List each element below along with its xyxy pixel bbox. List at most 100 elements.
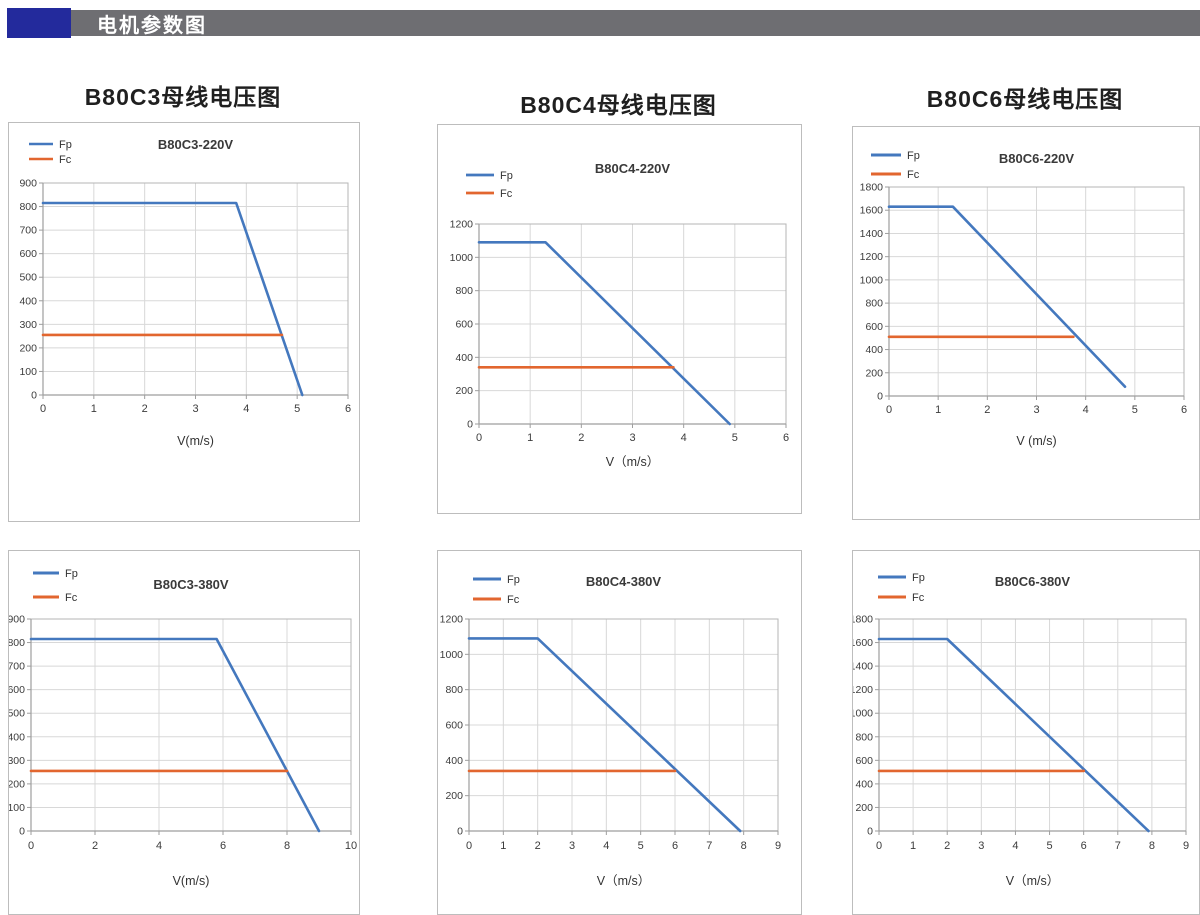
x-tick-label: 8	[1149, 840, 1155, 852]
x-axis-label: V(m/s)	[173, 874, 210, 888]
y-tick-label: 100	[19, 366, 37, 378]
x-tick-label: 4	[243, 403, 249, 415]
legend-label-fp: Fp	[59, 139, 72, 151]
y-tick-label: 400	[445, 755, 463, 767]
y-tick-label: 800	[9, 637, 25, 649]
header-accent-block	[7, 8, 71, 38]
y-tick-label: 1800	[860, 182, 884, 194]
y-tick-label: 900	[19, 178, 37, 190]
fp-series-line	[887, 205, 1127, 389]
y-tick-label: 1800	[853, 614, 873, 626]
legend-label-fc: Fc	[907, 169, 920, 181]
x-axis-label: V (m/s)	[1016, 434, 1056, 448]
x-tick-label: 3	[629, 432, 635, 444]
x-tick-label: 5	[732, 432, 738, 444]
x-tick-label: 3	[569, 840, 575, 852]
y-tick-label: 700	[19, 225, 37, 237]
x-tick-label: 6	[220, 840, 226, 852]
x-tick-label: 4	[603, 840, 609, 852]
y-tick-label: 1000	[450, 252, 474, 264]
x-tick-label: 6	[345, 403, 351, 415]
x-axis-label: V(m/s)	[177, 434, 214, 448]
tick-marks	[875, 618, 1187, 835]
tick-marks	[475, 223, 787, 428]
y-tick-labels: 0 200 400 600 800 1000 1200 1400 1600 1800	[850, 614, 874, 838]
y-tick-label: 0	[467, 419, 473, 431]
legend-label-fc: Fc	[500, 188, 513, 200]
y-tick-label: 500	[19, 272, 37, 284]
y-tick-labels: 0 100 200 300 400 500 600 700 800 900	[19, 178, 37, 402]
x-tick-label: 0	[40, 403, 46, 415]
y-tick-label: 1000	[853, 708, 873, 720]
y-tick-label: 200	[9, 778, 25, 790]
y-tick-label: 300	[9, 755, 25, 767]
y-tick-label: 1200	[853, 684, 873, 696]
x-tick-label: 6	[783, 432, 789, 444]
chart-title: B80C4-220V	[595, 161, 670, 176]
x-tick-label: 1	[91, 403, 97, 415]
legend-label-fp: Fp	[907, 150, 920, 162]
y-tick-label: 1200	[860, 251, 884, 263]
x-tick-label: 4	[681, 432, 687, 444]
y-tick-label: 200	[445, 790, 463, 802]
legend-label-fp: Fp	[65, 568, 78, 580]
y-tick-label: 600	[855, 755, 873, 767]
y-tick-label: 1200	[440, 614, 464, 626]
chart-canvas: 0 200 400 600 800 1000 1200 0 1 2 3 4 5 6 Fp Fc B80C4-22…	[450, 161, 789, 469]
legend: Fp Fc	[871, 150, 920, 181]
y-tick-label: 300	[19, 319, 37, 331]
x-tick-label: 5	[294, 403, 300, 415]
x-tick-label: 2	[984, 404, 990, 416]
x-tick-labels: 0 1 2 3 4 5 6 7 8 9	[876, 840, 1189, 852]
fp-series-line	[41, 201, 304, 397]
legend: Fp Fc	[466, 170, 513, 200]
tick-marks	[465, 618, 779, 835]
y-tick-label: 800	[865, 298, 883, 310]
legend: Fp Fc	[878, 572, 925, 604]
y-tick-label: 800	[445, 684, 463, 696]
fp-series-line	[877, 637, 1150, 833]
x-axis-label: V（m/s）	[606, 455, 659, 469]
chart-title: B80C3-380V	[153, 577, 228, 592]
x-tick-label: 3	[1033, 404, 1039, 416]
chart-canvas: 0 200 400 600 800 1000 1200 1400 1600 1800 0 1 2 3 4 5 6…	[860, 150, 1187, 448]
x-tick-labels: 0 1 2 3 4 5 6 7 8 9	[466, 840, 781, 852]
chart-title: B80C4-380V	[586, 574, 661, 589]
x-tick-label: 3	[192, 403, 198, 415]
legend-label-fp: Fp	[507, 574, 520, 586]
x-tick-label: 3	[978, 840, 984, 852]
y-tick-label: 400	[855, 778, 873, 790]
gridlines	[888, 186, 1185, 397]
chart-canvas: 0 200 400 600 800 1000 1200 0 1 2 3 4 5 6 7 8 9 Fp Fc B80C4…	[440, 574, 781, 888]
x-tick-label: 2	[92, 840, 98, 852]
y-tick-label: 0	[867, 826, 873, 838]
gridlines	[42, 182, 349, 396]
gridlines	[478, 223, 787, 425]
plot-border	[878, 618, 1187, 832]
x-tick-label: 1	[910, 840, 916, 852]
chart-panel: 0 200 400 600 800 1000 1200 0 1 2 3 4 5 6 7 8 9 Fp Fc B80C4…	[437, 550, 802, 915]
y-tick-labels: 0 200 400 600 800 1000 1200	[440, 614, 464, 838]
axes	[878, 619, 1186, 832]
chart-panel: 0 200 400 600 800 1000 1200 1400 1600 1800 0 1 2 3 4 5 6…	[852, 126, 1200, 520]
legend: Fp Fc	[33, 568, 78, 604]
y-tick-label: 900	[9, 614, 25, 626]
gridlines	[468, 618, 779, 832]
y-tick-label: 500	[9, 708, 25, 720]
chart-title: B80C3-220V	[158, 137, 233, 152]
y-tick-labels: 0 200 400 600 800 1000 1200 1400 1600 1800	[860, 182, 884, 403]
y-tick-label: 1000	[440, 649, 464, 661]
y-tick-label: 600	[455, 319, 473, 331]
y-tick-label: 200	[865, 367, 883, 379]
y-tick-label: 700	[9, 661, 25, 673]
x-tick-label: 8	[741, 840, 747, 852]
x-tick-label: 0	[466, 840, 472, 852]
x-tick-label: 9	[775, 840, 781, 852]
x-tick-label: 5	[1046, 840, 1052, 852]
fp-series-line	[477, 241, 732, 426]
x-tick-label: 10	[345, 840, 357, 852]
x-tick-label: 6	[1181, 404, 1187, 416]
y-tick-label: 1200	[450, 219, 474, 231]
y-tick-label: 600	[445, 720, 463, 732]
